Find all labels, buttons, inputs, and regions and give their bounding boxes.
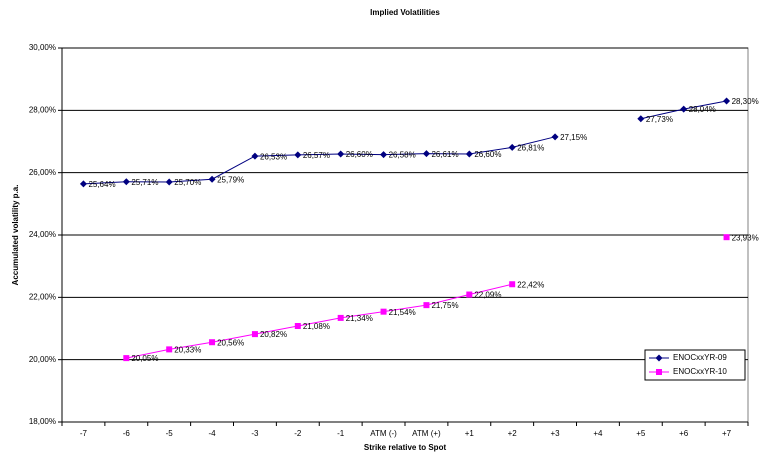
data-label: 28,30%	[732, 97, 759, 106]
y-tick-label: 26,00%	[29, 168, 56, 177]
y-tick-label: 28,00%	[29, 105, 56, 114]
data-point	[337, 150, 345, 158]
x-tick-label: +1	[465, 429, 475, 438]
data-point	[380, 308, 387, 315]
data-point	[79, 180, 87, 188]
x-tick-label: +3	[551, 429, 561, 438]
data-point	[209, 339, 216, 346]
y-tick-label: 30,00%	[29, 43, 56, 52]
data-label: 20,05%	[131, 354, 158, 363]
data-label: 22,09%	[474, 291, 501, 300]
data-label: 27,73%	[646, 115, 673, 124]
y-tick-label: 18,00%	[29, 417, 56, 426]
x-tick-label: -3	[251, 429, 259, 438]
x-tick-label: +6	[679, 429, 689, 438]
data-point	[165, 178, 173, 186]
x-axis-label: Strike relative to Spot	[364, 443, 447, 452]
x-tick-label: -4	[209, 429, 217, 438]
data-point	[166, 346, 173, 353]
data-label: 20,56%	[217, 338, 244, 347]
data-point	[551, 133, 559, 141]
data-label: 26,60%	[474, 150, 501, 159]
x-tick-label: ATM (-)	[370, 429, 397, 438]
x-tick-label: +7	[722, 429, 732, 438]
data-label: 25,71%	[131, 178, 158, 187]
data-point	[380, 151, 388, 159]
data-label: 21,08%	[303, 322, 330, 331]
legend-label: ENOCxxYR-10	[673, 367, 727, 376]
x-tick-label: -1	[337, 429, 345, 438]
x-tick-label: ATM (+)	[412, 429, 441, 438]
data-label: 26,57%	[303, 151, 330, 160]
y-tick-label: 22,00%	[29, 292, 56, 301]
x-tick-label: -7	[80, 429, 88, 438]
data-point	[337, 314, 344, 321]
x-tick-label: +2	[508, 429, 518, 438]
data-point	[680, 105, 688, 113]
data-point	[637, 115, 645, 123]
data-label: 26,58%	[389, 151, 416, 160]
data-point	[123, 355, 130, 362]
data-point	[656, 369, 662, 375]
data-point	[423, 302, 430, 309]
data-point	[508, 143, 516, 151]
data-label: 27,15%	[560, 133, 587, 142]
data-point	[208, 175, 216, 183]
x-tick-label: +4	[593, 429, 603, 438]
data-label: 25,70%	[174, 178, 201, 187]
y-tick-label: 24,00%	[29, 230, 56, 239]
data-label: 26,60%	[346, 150, 373, 159]
data-label: 25,64%	[88, 180, 115, 189]
data-point	[723, 97, 731, 105]
data-point	[509, 281, 516, 288]
data-label: 26,81%	[517, 144, 544, 153]
data-label: 23,93%	[732, 233, 759, 242]
data-point	[723, 234, 730, 241]
data-point	[294, 151, 302, 159]
data-point	[294, 323, 301, 330]
x-tick-label: -2	[294, 429, 302, 438]
data-label: 26,53%	[260, 152, 287, 161]
chart-title: Implied Volatilities	[370, 8, 440, 17]
data-point	[466, 291, 473, 298]
legend-label: ENOCxxYR-09	[673, 353, 727, 362]
data-label: 25,79%	[217, 175, 244, 184]
x-tick-label: +5	[636, 429, 646, 438]
data-label: 26,61%	[431, 150, 458, 159]
data-label: 28,04%	[689, 105, 716, 114]
data-point	[251, 152, 259, 160]
data-label: 20,33%	[174, 345, 201, 354]
x-tick-label: -6	[123, 429, 131, 438]
data-point	[251, 331, 258, 338]
data-point	[655, 354, 663, 362]
y-axis-label: Accumulated volatility p.a.	[11, 185, 20, 286]
y-tick-label: 20,00%	[29, 355, 56, 364]
data-label: 21,34%	[346, 314, 373, 323]
data-label: 21,75%	[431, 301, 458, 310]
data-label: 20,82%	[260, 330, 287, 339]
x-tick-label: -5	[166, 429, 174, 438]
data-point	[465, 150, 473, 158]
data-point	[422, 150, 430, 158]
data-label: 21,54%	[389, 308, 416, 317]
data-point	[122, 178, 130, 186]
data-label: 22,42%	[517, 280, 544, 289]
